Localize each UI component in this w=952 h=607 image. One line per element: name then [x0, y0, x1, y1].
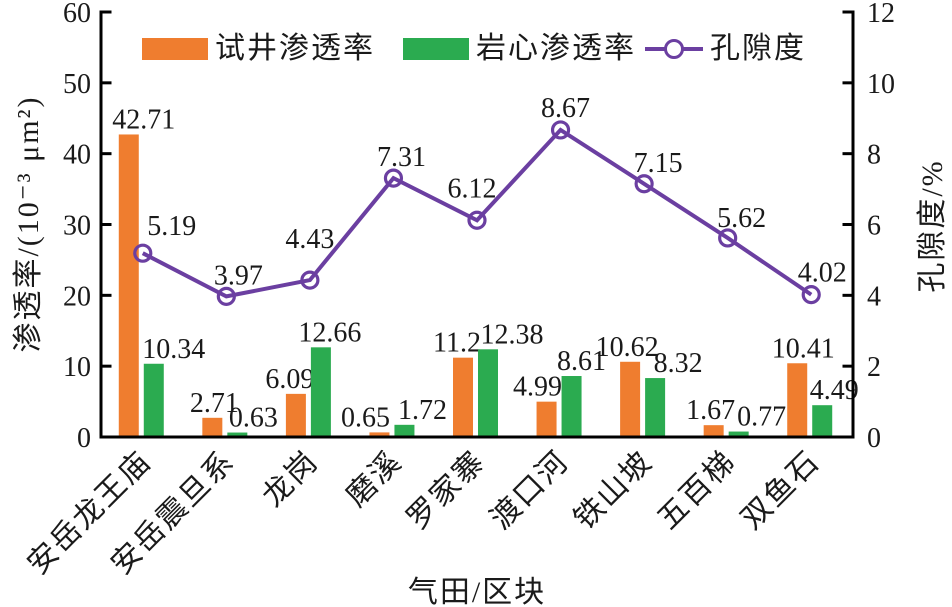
legend-line-marker [645, 39, 703, 59]
right-tick-label-8: 8 [867, 140, 881, 171]
porosity-value-label-5: 8.67 [541, 93, 590, 124]
bar-well-test-4 [453, 357, 473, 437]
porosity-line [141, 127, 813, 299]
bar-value-label-core-7: 0.77 [737, 402, 786, 433]
porosity-marker-5 [550, 120, 571, 140]
right-axis-title: 孔隙度/% [916, 159, 949, 293]
x-category-label-8: 双鱼石 [735, 445, 826, 536]
legend-item-well-test-permeability: 试井渗透率 [142, 34, 375, 64]
x-category-label-3: 磨溪 [340, 445, 409, 514]
bar-core-6 [645, 378, 666, 437]
bar-value-label-well-test-8: 10.41 [772, 333, 835, 364]
left-tick-label-40: 40 [63, 140, 91, 171]
porosity-marker-4 [467, 210, 487, 230]
legend-swatch-orange [142, 38, 208, 60]
left-tick-label-60: 60 [63, 0, 91, 29]
right-tick-label-2: 2 [867, 352, 881, 383]
bar-value-label-well-test-7: 1.67 [686, 395, 735, 426]
bar-value-label-core-6: 8.32 [654, 348, 703, 379]
porosity-marker-3 [383, 168, 404, 188]
legend-swatch-green [403, 38, 469, 60]
bar-core-1 [227, 432, 248, 437]
porosity-marker-8 [801, 285, 821, 305]
left-axis-title: 渗透率/(10⁻³ μm²) [12, 95, 45, 353]
x-category-label-4: 罗家寨 [401, 445, 492, 536]
bar-well-test-1 [202, 417, 223, 437]
bar-value-label-well-test-3: 0.65 [341, 402, 390, 433]
porosity-value-label-4: 6.12 [448, 173, 497, 204]
x-category-label-5: 渡口河 [484, 445, 575, 536]
bar-core-8 [812, 405, 833, 437]
right-tick-label-12: 12 [867, 0, 895, 29]
legend-label-core-permeability: 岩心渗透率 [476, 32, 636, 65]
bar-value-label-well-test-5: 4.99 [513, 372, 562, 403]
porosity-marker-1 [216, 286, 236, 306]
bar-value-label-core-4: 12.38 [481, 319, 544, 350]
left-tick-label-30: 30 [63, 211, 91, 242]
left-tick-label-10: 10 [63, 352, 91, 383]
bar-value-label-core-3: 1.72 [398, 395, 447, 426]
x-category-label-2: 龙岗 [256, 445, 325, 514]
legend-label-well-test-permeability: 试井渗透率 [215, 32, 375, 65]
porosity-value-label-7: 5.62 [717, 203, 766, 234]
bar-well-test-5 [536, 401, 557, 437]
porosity-marker-6 [634, 174, 654, 194]
legend-label-porosity: 孔隙度 [710, 32, 806, 65]
bar-value-label-well-test-2: 6.09 [265, 364, 314, 395]
bar-well-test-3 [369, 432, 390, 437]
porosity-marker-0 [133, 243, 153, 263]
bar-value-label-well-test-4: 11.2 [433, 328, 481, 359]
right-tick-label-6: 6 [867, 211, 881, 242]
bar-value-label-core-0: 10.34 [142, 334, 205, 365]
bar-well-test-6 [620, 361, 641, 437]
porosity-marker-7 [718, 228, 738, 248]
bar-value-label-core-2: 12.66 [298, 317, 361, 348]
bar-core-0 [143, 363, 164, 437]
legend-item-porosity: 孔隙度 [645, 34, 806, 64]
legend-item-core-permeability: 岩心渗透率 [403, 34, 636, 64]
bar-well-test-0 [118, 134, 139, 438]
bar-core-3 [394, 424, 415, 437]
bar-value-label-well-test-6: 10.62 [596, 332, 659, 363]
right-tick-label-10: 10 [867, 69, 895, 100]
bar-core-4 [478, 349, 498, 437]
bar-value-label-well-test-1: 2.71 [190, 388, 239, 419]
right-tick-label-4: 4 [867, 281, 881, 312]
porosity-value-label-3: 7.31 [377, 142, 426, 173]
legend-open-circle-icon [664, 39, 684, 59]
porosity-value-label-8: 4.02 [798, 258, 847, 289]
bar-well-test-7 [703, 425, 724, 437]
bar-well-test-2 [285, 393, 306, 437]
left-tick-label-0: 0 [77, 423, 91, 454]
porosity-value-label-0: 5.19 [147, 211, 196, 242]
bar-value-label-core-5: 8.61 [557, 346, 606, 377]
porosity-value-label-2: 4.43 [285, 224, 334, 255]
x-category-label-7: 五百梯 [651, 445, 742, 536]
right-tick-label-0: 0 [867, 423, 881, 454]
left-tick-label-20: 20 [63, 281, 91, 312]
bar-well-test-8 [787, 363, 808, 437]
porosity-value-label-1: 3.97 [214, 260, 263, 291]
x-category-label-6: 铁山坡 [568, 445, 659, 536]
bar-core-7 [728, 431, 749, 437]
bar-value-label-core-8: 4.49 [810, 375, 859, 406]
x-axis-title: 气田/区块 [407, 576, 547, 607]
bar-core-2 [310, 347, 331, 437]
bar-value-label-core-1: 0.63 [229, 403, 278, 434]
porosity-marker-2 [300, 270, 320, 290]
porosity-value-label-6: 7.15 [634, 148, 683, 179]
bar-core-5 [561, 376, 582, 437]
bar-value-label-well-test-0: 42.71 [112, 104, 175, 135]
left-tick-label-50: 50 [63, 69, 91, 100]
